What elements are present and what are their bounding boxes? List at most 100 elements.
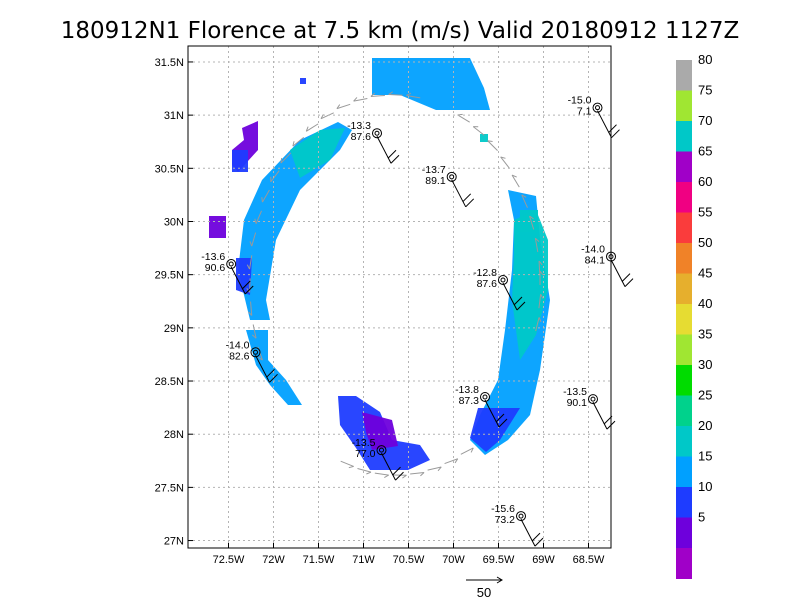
colorbar-segment bbox=[676, 273, 692, 305]
reference-vector-head bbox=[496, 576, 503, 584]
wind-vector-head bbox=[454, 458, 459, 464]
station-temperature: -14.0 bbox=[581, 244, 605, 256]
colorbar-segment bbox=[676, 304, 692, 335]
station-marker bbox=[480, 391, 490, 402]
station-value: 82.6 bbox=[229, 350, 250, 362]
y-tick-label: 27N bbox=[164, 536, 184, 548]
wind-vector bbox=[261, 189, 270, 203]
wind-vector bbox=[374, 472, 389, 476]
wind-vector-head bbox=[251, 334, 257, 339]
colorbar-label: 20 bbox=[698, 418, 712, 433]
y-tick-label: 27.5N bbox=[155, 482, 184, 494]
wind-vector-head bbox=[470, 447, 474, 453]
wind-barb-flag bbox=[534, 537, 544, 547]
wind-barb bbox=[376, 135, 392, 164]
wind-barb-flag bbox=[611, 129, 620, 139]
wind-barb-flag bbox=[392, 466, 401, 476]
colorbar-segment bbox=[676, 212, 692, 244]
wind-vector-head bbox=[246, 264, 251, 270]
wind-vector bbox=[500, 156, 510, 169]
wind-vector bbox=[306, 123, 319, 132]
station-marker-inner bbox=[608, 254, 614, 260]
wind-vector-head bbox=[535, 237, 540, 243]
colorbar-segment bbox=[676, 182, 692, 213]
station-marker bbox=[446, 171, 457, 182]
wind-vector-head bbox=[420, 472, 425, 477]
colorbar-label: 70 bbox=[698, 113, 712, 128]
wind-speed-patch bbox=[232, 150, 248, 172]
wind-vector-head bbox=[538, 260, 543, 266]
station-marker bbox=[226, 259, 237, 270]
wind-vector bbox=[250, 301, 253, 316]
station-value: 90.1 bbox=[567, 397, 588, 409]
wind-barb-flag bbox=[513, 296, 523, 306]
x-tick-label: 70.5W bbox=[393, 554, 425, 566]
station-marker-inner bbox=[374, 130, 380, 136]
wind-vector-head bbox=[353, 97, 358, 102]
wind-vector bbox=[457, 114, 470, 123]
colorbar-segment bbox=[676, 365, 692, 396]
station-marker-inner bbox=[228, 261, 234, 267]
colorbar-label: 60 bbox=[698, 174, 712, 189]
reference-vector-label: 50 bbox=[477, 585, 491, 600]
y-tick-label: 29N bbox=[164, 323, 184, 335]
colorbar-label: 5 bbox=[698, 510, 705, 525]
wind-vector bbox=[511, 174, 520, 188]
wind-vector-head bbox=[437, 466, 442, 472]
wind-vector bbox=[252, 324, 257, 339]
wind-vector bbox=[538, 261, 541, 276]
wind-vector-head bbox=[248, 311, 253, 316]
wind-barb-flag bbox=[465, 198, 475, 208]
colorbar-segment bbox=[676, 243, 692, 274]
wind-vector-head bbox=[521, 194, 527, 198]
station-marker bbox=[592, 102, 603, 113]
wind-barb bbox=[592, 401, 608, 430]
station-marker bbox=[606, 251, 616, 262]
colorbar-label: 30 bbox=[698, 357, 712, 372]
wind-vector-head bbox=[305, 126, 309, 132]
wind-barb bbox=[451, 179, 467, 208]
wind-vector bbox=[255, 210, 262, 224]
wind-barb-flag bbox=[269, 373, 278, 383]
station-marker bbox=[250, 347, 261, 358]
wind-vector-head bbox=[402, 474, 407, 479]
station-value: 73.2 bbox=[495, 514, 516, 526]
wind-vector bbox=[388, 94, 403, 96]
colorbar-segment bbox=[676, 456, 692, 488]
wind-vector bbox=[280, 152, 292, 164]
wind-vector bbox=[460, 447, 474, 455]
station-temperature: -13.5 bbox=[352, 437, 376, 449]
wind-barb bbox=[610, 259, 626, 287]
y-tick-label: 30.5N bbox=[155, 163, 184, 175]
station-value: 89.1 bbox=[425, 175, 446, 187]
wind-vector-head bbox=[388, 91, 394, 95]
wind-vector-head bbox=[348, 465, 354, 469]
wind-speed-patch bbox=[209, 216, 226, 238]
station-marker-inner bbox=[379, 447, 384, 453]
station-marker-inner bbox=[595, 105, 600, 111]
wind-vector bbox=[535, 317, 540, 332]
wind-barb-flag bbox=[606, 420, 616, 430]
wind-vector-head bbox=[538, 317, 542, 323]
wind-barb bbox=[484, 399, 500, 428]
y-tick-label: 31.5N bbox=[155, 57, 184, 69]
wind-speed-patch bbox=[236, 258, 252, 295]
wind-barb-flag bbox=[624, 278, 634, 287]
wind-barb-flag bbox=[266, 368, 275, 378]
colorbar-segment bbox=[676, 487, 692, 518]
wind-speed-patch bbox=[470, 408, 520, 452]
wind-vector-head bbox=[292, 141, 295, 147]
station-value: 87.6 bbox=[351, 131, 372, 143]
wind-vector bbox=[340, 460, 354, 467]
wind-barb bbox=[230, 266, 246, 295]
wind-vector bbox=[534, 238, 539, 253]
colorbar-segment bbox=[676, 121, 692, 152]
wind-barb-flag bbox=[498, 418, 508, 428]
wind-speed-patch bbox=[290, 128, 345, 178]
wind-vector-head bbox=[540, 294, 544, 299]
wind-vector-head bbox=[249, 241, 253, 247]
wind-barb bbox=[520, 518, 536, 547]
wind-speed-patch bbox=[372, 58, 490, 110]
station-marker-inner bbox=[518, 513, 524, 519]
colorbar-segment bbox=[676, 548, 692, 579]
